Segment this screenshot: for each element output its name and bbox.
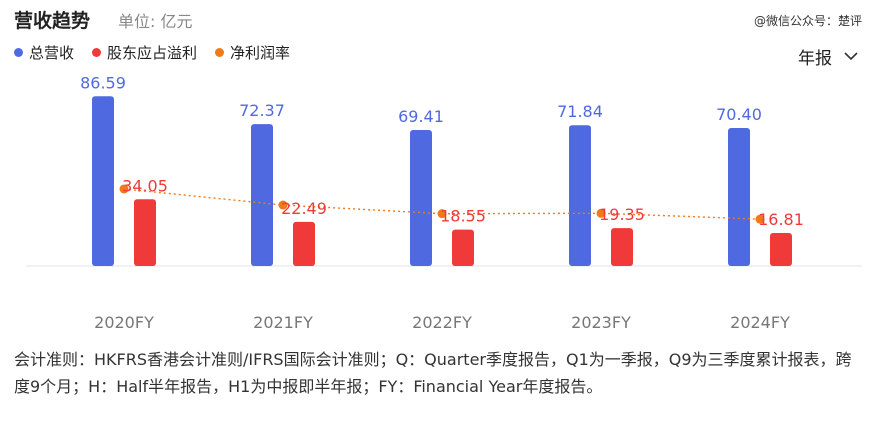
margin-point-2021FY[interactable] [278,200,288,210]
bar-revenue-2023FY[interactable] [569,125,591,266]
value-label-revenue-2023FY: 71.84 [557,102,603,121]
label-group: 86.59 34.05 2020FY 72.37 22.49 2021FY 69.41 18.… [80,73,804,332]
revenue-chart: 86.59 34.05 2020FY 72.37 22.49 2021FY 69.41 18.… [26,73,862,332]
margin-point-2024FY[interactable] [755,214,765,224]
value-label-revenue-2024FY: 70.40 [716,105,762,124]
period-selector[interactable]: 年报 [798,44,858,69]
bar-profit-2022FY[interactable] [452,229,474,266]
bar-revenue-2022FY[interactable] [410,129,432,266]
margin-point-2020FY[interactable] [119,184,129,194]
bar-profit-2021FY[interactable] [293,221,315,266]
x-tick-label-2021FY: 2021FY [253,313,313,332]
watermark: @微信公众号：楚评 [753,14,862,28]
bar-revenue-2021FY[interactable] [251,124,273,266]
value-label-profit-2023FY: 19.35 [599,205,645,224]
legend-label-margin: 净利润率 [230,44,291,62]
value-label-profit-2021FY: 22.49 [281,199,327,218]
bar-group [92,96,792,266]
x-tick-label-2020FY: 2020FY [94,313,154,332]
bar-revenue-2024FY[interactable] [728,128,750,266]
value-label-profit-2022FY: 18.55 [440,207,486,226]
margin-point-2022FY[interactable] [437,209,447,219]
legend-label-profit: 股东应占溢利 [107,44,198,62]
bar-profit-2020FY[interactable] [134,199,156,266]
x-tick-label-2023FY: 2023FY [571,313,631,332]
legend-dot-profit [92,48,102,57]
chart-title: 营收趋势 [14,10,91,32]
bar-revenue-2020FY[interactable] [92,96,114,266]
legend-label-revenue: 总营收 [29,44,75,62]
margin-line [123,188,761,220]
margin-point-2023FY[interactable] [596,208,606,218]
period-selector-label: 年报 [798,49,832,69]
unit-label: 单位: 亿元 [118,12,193,31]
value-label-revenue-2022FY: 69.41 [398,107,444,126]
bar-profit-2024FY[interactable] [770,233,792,266]
legend-dot-margin [215,48,225,57]
legend: 总营收 股东应占溢利 净利润率 [14,42,290,63]
x-tick-label-2024FY: 2024FY [730,313,790,332]
legend-item-margin[interactable]: 净利润率 [215,42,290,63]
legend-item-revenue[interactable]: 总营收 [14,42,74,63]
x-tick-label-2022FY: 2022FY [412,313,472,332]
value-label-revenue-2020FY: 86.59 [80,73,126,92]
legend-item-profit[interactable]: 股东应占溢利 [92,42,197,63]
margin-line-group [119,184,765,224]
value-label-profit-2020FY: 34.05 [122,176,168,195]
value-label-revenue-2021FY: 72.37 [239,101,285,120]
bar-profit-2023FY[interactable] [611,228,633,266]
chevron-down-icon [844,52,858,61]
accounting-note: 会计准则：HKFRS香港会计准则/IFRS国际会计准则；Q：Quarter季度报… [14,350,852,396]
value-label-profit-2024FY: 16.81 [758,210,804,229]
legend-dot-revenue [14,48,23,57]
